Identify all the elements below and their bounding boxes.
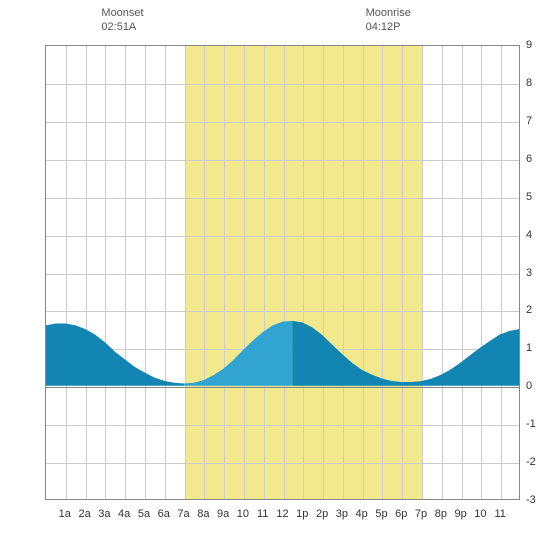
x-tick-label: 10: [237, 508, 249, 520]
grid-v: [244, 46, 245, 499]
x-tick-label: 5a: [138, 508, 150, 520]
x-tick-label: 4p: [356, 508, 368, 520]
grid-v: [204, 46, 205, 499]
grid-v: [284, 46, 285, 499]
y-tick-label: 4: [526, 229, 532, 241]
x-tick-label: 7a: [177, 508, 189, 520]
tide-segment: [420, 329, 519, 386]
grid-v: [363, 46, 364, 499]
grid-v: [323, 46, 324, 499]
moonrise-time: 04:12P: [366, 20, 411, 34]
grid-h: [46, 198, 519, 199]
x-tick-label: 9a: [217, 508, 229, 520]
grid-h: [46, 122, 519, 123]
tide-chart: Moonset 02:51A Moonrise 04:12P 1a 2a 3a 4a 5…: [0, 0, 550, 550]
x-tick-label: 1a: [59, 508, 71, 520]
moonset-time: 02:51A: [101, 20, 143, 34]
grid-v: [501, 46, 502, 499]
grid-v: [481, 46, 482, 499]
moonrise-label: Moonrise: [366, 6, 411, 20]
grid-v: [224, 46, 225, 499]
x-tick-label: 6p: [395, 508, 407, 520]
x-tick-label: 2p: [316, 508, 328, 520]
moonset-label: Moonset: [101, 6, 143, 20]
x-tick-label: 8a: [197, 508, 209, 520]
y-tick-label: 9: [526, 39, 532, 51]
moonset-header: Moonset 02:51A: [101, 6, 143, 35]
x-tick-label: 11: [494, 508, 505, 520]
y-tick-label: -2: [526, 456, 536, 468]
grid-v: [442, 46, 443, 499]
grid-v: [402, 46, 403, 499]
y-tick-label: 1: [526, 342, 532, 354]
grid-h: [46, 425, 519, 426]
grid-v: [382, 46, 383, 499]
y-tick-label: 8: [526, 77, 532, 89]
x-tick-label: 8p: [435, 508, 447, 520]
grid-v: [422, 46, 423, 499]
grid-h: [46, 160, 519, 161]
grid-h: [46, 274, 519, 275]
grid-v: [145, 46, 146, 499]
grid-h: [46, 236, 519, 237]
grid-h: [46, 349, 519, 350]
zero-line: [46, 387, 519, 388]
x-tick-label: 11: [257, 508, 268, 520]
plot-area: [45, 45, 520, 500]
x-tick-label: 9p: [455, 508, 467, 520]
moonrise-header: Moonrise 04:12P: [366, 6, 411, 35]
x-tick-label: 1p: [296, 508, 308, 520]
y-tick-label: 6: [526, 153, 532, 165]
grid-v: [86, 46, 87, 499]
x-tick-label: 6a: [158, 508, 170, 520]
x-tick-label: 5p: [375, 508, 387, 520]
y-tick-label: 0: [526, 380, 532, 392]
y-tick-label: 2: [526, 304, 532, 316]
grid-v: [185, 46, 186, 499]
x-tick-label: 7p: [415, 508, 427, 520]
grid-h: [46, 463, 519, 464]
grid-h: [46, 311, 519, 312]
y-tick-label: 3: [526, 267, 532, 279]
x-tick-label: 3p: [336, 508, 348, 520]
y-tick-label: -3: [526, 494, 536, 506]
grid-h: [46, 84, 519, 85]
grid-v: [125, 46, 126, 499]
grid-v: [165, 46, 166, 499]
grid-v: [462, 46, 463, 499]
x-tick-label: 2a: [78, 508, 90, 520]
y-tick-label: 7: [526, 115, 532, 127]
x-tick-label: 3a: [98, 508, 110, 520]
grid-v: [105, 46, 106, 499]
x-tick-label: 12: [276, 508, 288, 520]
x-tick-label: 10: [474, 508, 486, 520]
grid-v: [303, 46, 304, 499]
y-tick-label: 5: [526, 191, 532, 203]
y-tick-label: -1: [526, 418, 536, 430]
grid-v: [264, 46, 265, 499]
grid-v: [66, 46, 67, 499]
grid-v: [343, 46, 344, 499]
x-tick-label: 4a: [118, 508, 130, 520]
